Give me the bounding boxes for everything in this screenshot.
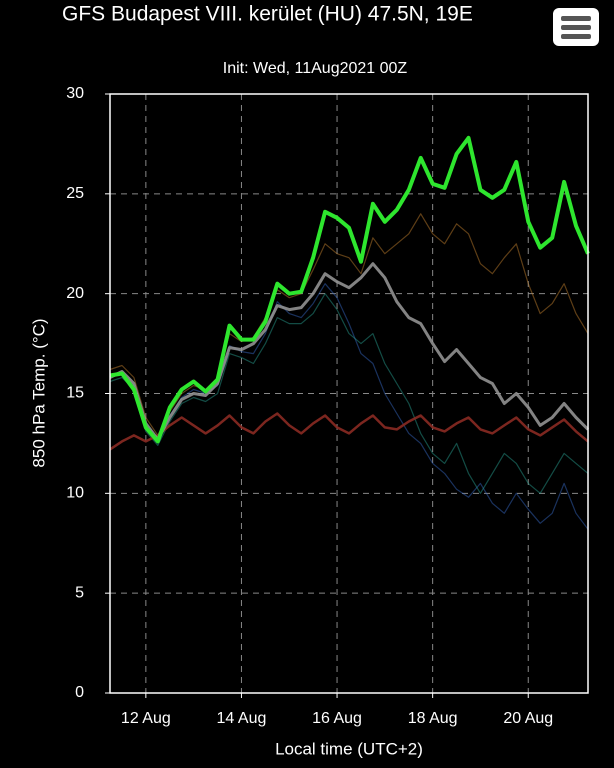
y-tick-label: 10 [66, 485, 84, 502]
chart-title: GFS Budapest VIII. kerület (HU) 47.5N, 1… [62, 3, 473, 26]
plot-frame [109, 93, 589, 694]
menu-button[interactable] [553, 8, 599, 46]
y-tick-label: 25 [66, 185, 84, 202]
y-axis-label: 850 hPa Temp. (°C) [29, 318, 48, 467]
series-line [109, 412, 589, 451]
chart-subtitle: Init: Wed, 11Aug2021 00Z [223, 60, 408, 77]
x-tick-label: 18 Aug [408, 710, 458, 727]
series-line [109, 213, 589, 436]
y-tick-label: 20 [66, 285, 84, 302]
x-tick-label: 14 Aug [217, 710, 267, 727]
menu-bar [561, 34, 591, 39]
y-tick-label: 15 [66, 385, 84, 402]
y-tick-label: 5 [75, 584, 84, 601]
series-line [109, 283, 589, 530]
x-tick-label: 16 Aug [312, 710, 362, 727]
series-line [109, 135, 590, 444]
menu-bar [561, 16, 591, 21]
y-tick-label: 30 [66, 85, 84, 102]
series-line [109, 293, 589, 494]
plot-area: 0 5 10 15 20 25 30 12 Aug 14 Aug 16 Aug 18 Aug 20 A… [66, 85, 590, 727]
x-tick-label: 12 Aug [121, 710, 171, 727]
series-line [109, 262, 590, 441]
y-tick-label: 0 [75, 684, 84, 701]
x-tick-label: 20 Aug [503, 710, 553, 727]
x-axis-label: Local time (UTC+2) [275, 739, 423, 758]
menu-bar [561, 25, 591, 30]
